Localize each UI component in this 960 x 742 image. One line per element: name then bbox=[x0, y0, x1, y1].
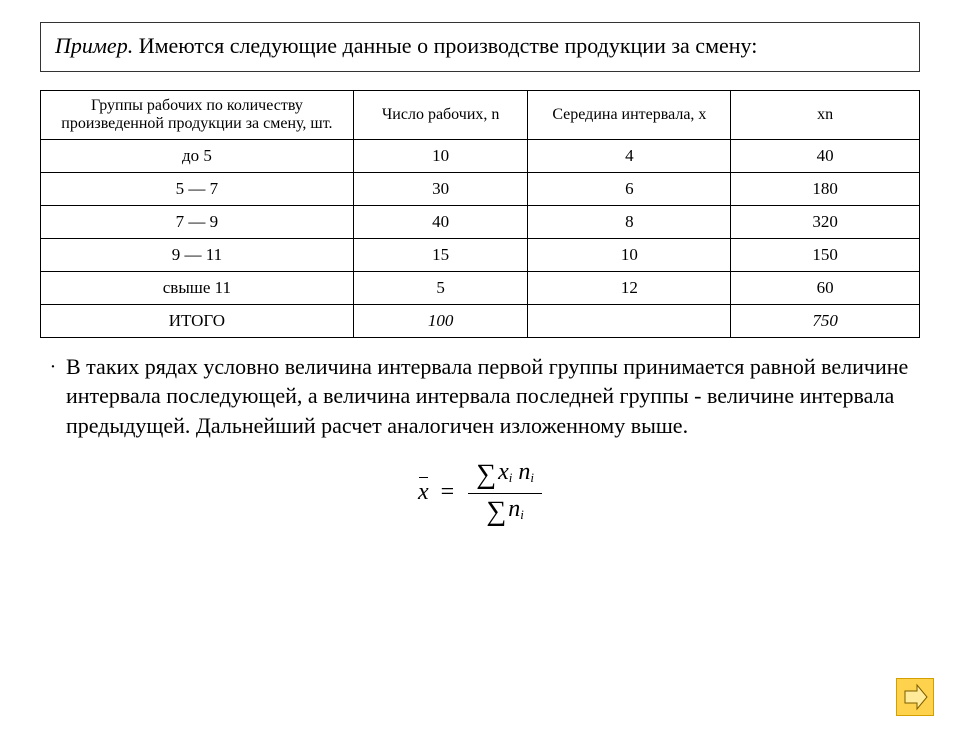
table-total-row: ИТОГО100 750 bbox=[41, 304, 920, 337]
data-table: Группы рабочих по количеству произведенн… bbox=[40, 90, 920, 338]
cell-total-x bbox=[528, 304, 731, 337]
table-body: до 5104405 — 73061807 — 94083209 — 11151… bbox=[41, 139, 920, 337]
cell-xn: 150 bbox=[731, 238, 920, 271]
explanation-text: В таких рядах условно величина интервала… bbox=[66, 352, 920, 441]
cell-x: 6 bbox=[528, 172, 731, 205]
table-row: 5 — 7306180 bbox=[41, 172, 920, 205]
formula-den-body: ni bbox=[508, 496, 524, 522]
col-header-x: Середина интервала, х bbox=[528, 90, 731, 139]
example-title-box: Пример. Имеются следующие данные о произ… bbox=[40, 22, 920, 72]
formula-num-body: xi ni bbox=[498, 459, 534, 485]
col-header-groups: Группы рабочих по количеству произведенн… bbox=[41, 90, 354, 139]
cell-x: 8 bbox=[528, 205, 731, 238]
cell-xn: 60 bbox=[731, 271, 920, 304]
formula-denominator: ∑ni bbox=[468, 494, 542, 528]
table-header-row: Группы рабочих по количеству произведенн… bbox=[41, 90, 920, 139]
formula-equals: = bbox=[435, 479, 461, 505]
sigma-icon: ∑ bbox=[486, 496, 508, 527]
cell-n: 15 bbox=[353, 238, 528, 271]
next-slide-button[interactable] bbox=[896, 678, 934, 716]
cell-xn: 180 bbox=[731, 172, 920, 205]
cell-groups: 7 — 9 bbox=[41, 205, 354, 238]
cell-n: 40 bbox=[353, 205, 528, 238]
cell-x: 12 bbox=[528, 271, 731, 304]
explanation-bullet: · В таких рядах условно величина интерва… bbox=[40, 352, 920, 441]
table-row: до 510440 bbox=[41, 139, 920, 172]
example-text: Имеются следующие данные о производстве … bbox=[133, 33, 757, 58]
cell-total-label: ИТОГО bbox=[41, 304, 354, 337]
arrow-right-icon bbox=[897, 679, 933, 715]
cell-total-n: 100 bbox=[353, 304, 528, 337]
cell-groups: до 5 bbox=[41, 139, 354, 172]
formula-fraction: ∑xi ni ∑ni bbox=[468, 459, 542, 528]
cell-n: 30 bbox=[353, 172, 528, 205]
table-row: 7 — 9408320 bbox=[41, 205, 920, 238]
formula-xbar: x bbox=[418, 477, 429, 506]
table-row: 9 — 111510150 bbox=[41, 238, 920, 271]
cell-total-xn: 750 bbox=[731, 304, 920, 337]
cell-groups: 9 — 11 bbox=[41, 238, 354, 271]
example-label: Пример. bbox=[55, 33, 133, 58]
cell-n: 10 bbox=[353, 139, 528, 172]
cell-n: 5 bbox=[353, 271, 528, 304]
cell-x: 4 bbox=[528, 139, 731, 172]
cell-groups: свыше 11 bbox=[41, 271, 354, 304]
cell-x: 10 bbox=[528, 238, 731, 271]
cell-xn: 40 bbox=[731, 139, 920, 172]
formula-numerator: ∑xi ni bbox=[468, 459, 542, 494]
cell-groups: 5 — 7 bbox=[41, 172, 354, 205]
col-header-xn: xn bbox=[731, 90, 920, 139]
sigma-icon: ∑ bbox=[476, 459, 498, 490]
mean-formula: x = ∑xi ni ∑ni bbox=[0, 459, 960, 528]
cell-xn: 320 bbox=[731, 205, 920, 238]
bullet-dash-icon: · bbox=[40, 352, 66, 380]
table-row: свыше 1151260 bbox=[41, 271, 920, 304]
col-header-n: Число рабочих, n bbox=[353, 90, 528, 139]
